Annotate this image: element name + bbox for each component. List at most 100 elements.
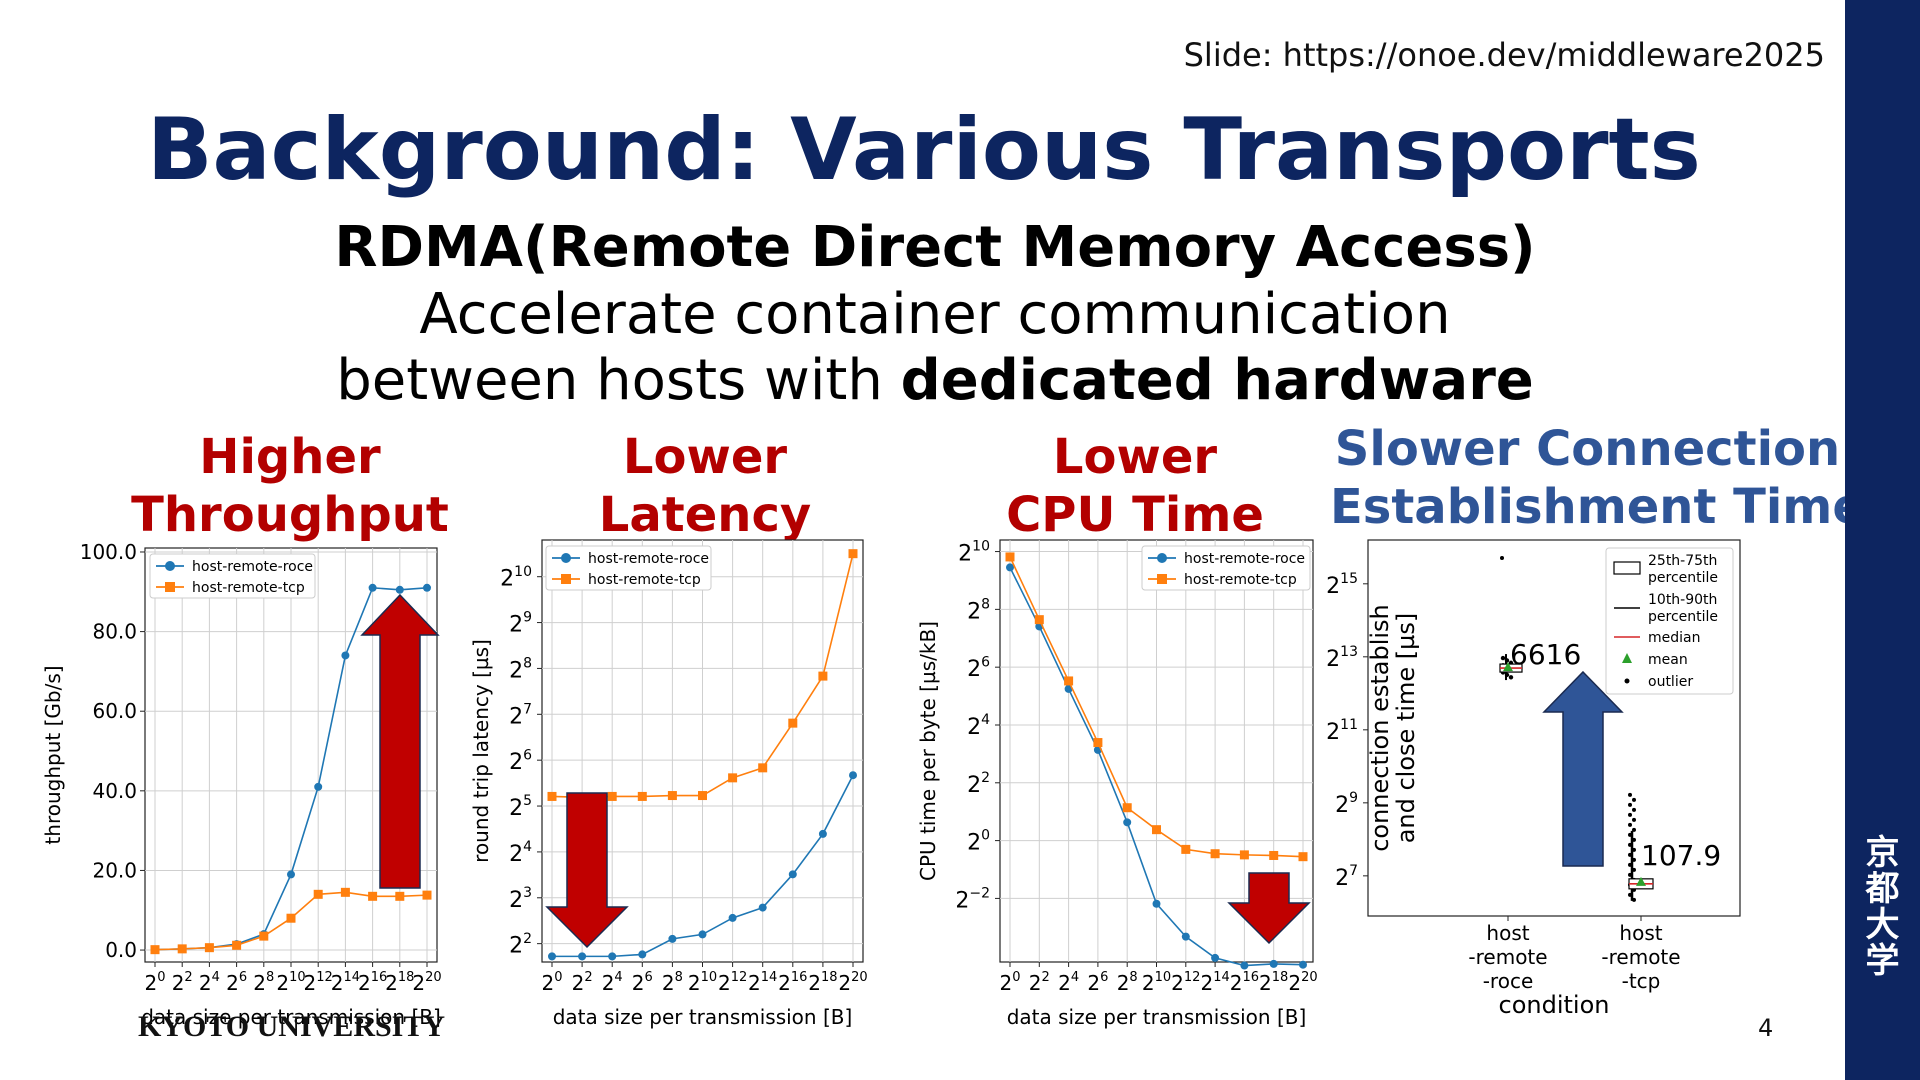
- up-arrow: [1542, 670, 1624, 867]
- y-tick-label: 20: [967, 828, 990, 856]
- x-tick-label: 218: [1259, 970, 1288, 995]
- x-tick-label: 214: [748, 970, 777, 995]
- university-kanji: 京都大学: [1845, 835, 1920, 979]
- outlier-point: [1628, 892, 1632, 897]
- data-point-tcp: [848, 549, 858, 559]
- x-tick-label: 22: [572, 970, 593, 995]
- outlier-point: [1504, 658, 1510, 663]
- x-tick-label: 210: [1142, 970, 1171, 995]
- caption-latency: Lower Latency: [545, 428, 865, 544]
- data-point-tcp: [1093, 738, 1103, 748]
- outlier-point: [1500, 655, 1506, 661]
- y-tick-label: 2−2: [955, 886, 990, 914]
- x-tick-label: 24: [199, 970, 220, 995]
- x-tick-label: 216: [1230, 970, 1259, 995]
- data-point-tcp: [1064, 676, 1074, 686]
- data-point-roce: [698, 930, 707, 939]
- caption-cpu-line1: Lower: [1052, 429, 1218, 485]
- outlier-point: [1628, 842, 1632, 847]
- legend-marker-roce: [1157, 553, 1167, 563]
- data-point-tcp: [1269, 850, 1279, 860]
- data-point-tcp: [1210, 849, 1220, 859]
- legend-marker-tcp: [165, 582, 175, 592]
- university-kanji-char: 学: [1865, 941, 1900, 981]
- data-point-roce: [758, 903, 767, 912]
- x-tick-label: 216: [778, 970, 807, 995]
- legend-label: outlier: [1648, 674, 1693, 690]
- data-point-tcp: [788, 718, 798, 728]
- x-tick-label: 214: [331, 970, 360, 995]
- chart-legend-box: [149, 553, 316, 599]
- data-point-tcp: [607, 791, 617, 801]
- outlier-point: [1632, 827, 1636, 832]
- caption-conn-line1: Slower Connection: [1334, 421, 1841, 477]
- outlier-point: [1504, 672, 1510, 678]
- x-tick-label: 20: [144, 970, 165, 995]
- x-tick-label: 24: [602, 970, 623, 995]
- y-tick-label: 28: [509, 656, 532, 684]
- y-tick-label: 100.0: [80, 540, 137, 564]
- y-axis-label: connection establish: [1366, 604, 1394, 852]
- y-tick-label: 28: [967, 596, 990, 624]
- outlier-point: [1632, 807, 1636, 812]
- x-tick-label: 28: [253, 970, 274, 995]
- y-tick-label: 20.0: [92, 858, 137, 882]
- cpu-time-chart: 20 22 24 26 28 210 212 214 216 218 2202−2202224262…: [916, 539, 1318, 1029]
- outlier-point: [1632, 837, 1636, 842]
- data-point-roce: [1211, 953, 1220, 962]
- data-point-tcp: [818, 671, 828, 681]
- x-tick-label: 212: [718, 970, 747, 995]
- y-axis-label: round trip latency [µs]: [469, 639, 493, 863]
- outlier-point: [1628, 832, 1632, 837]
- outlier-point: [1632, 847, 1636, 852]
- data-point-roce: [638, 950, 647, 959]
- data-point-roce: [423, 583, 431, 592]
- y-tick-label: 23: [509, 885, 532, 913]
- x-tick-label: 216: [358, 970, 387, 995]
- legend-marker-tcp: [561, 574, 571, 584]
- caption-conn: Slower Connection Establishment Time: [1330, 420, 1865, 536]
- data-point-roce: [395, 585, 404, 594]
- x-tick-label: 218: [385, 970, 414, 995]
- y-tick-label: 60.0: [92, 699, 137, 723]
- y-tick-label: 22: [967, 770, 990, 798]
- x-tick-label: 212: [304, 970, 333, 995]
- x-tick-label: 24: [1058, 970, 1079, 995]
- data-point-tcp: [259, 931, 269, 941]
- y-axis-label: CPU time per byte [µs/kB]: [916, 621, 940, 881]
- legend-label: percentile: [1648, 570, 1718, 586]
- y-axis-label: and close time [µs]: [1392, 613, 1420, 844]
- data-point-roce: [368, 583, 377, 592]
- data-point-roce: [668, 934, 677, 943]
- legend-mean-marker: [1622, 653, 1632, 663]
- legend-marker-roce: [165, 561, 175, 571]
- data-point-roce: [1240, 961, 1249, 970]
- outlier-point: [1628, 872, 1632, 877]
- data-point-roce: [1269, 959, 1278, 968]
- y-tick-label: 80.0: [92, 620, 137, 644]
- legend-label: host-remote-tcp: [588, 572, 701, 588]
- outlier-point: [1500, 556, 1504, 560]
- legend-label: 25th-75th: [1648, 553, 1717, 569]
- legend-label: host-remote-tcp: [1184, 572, 1297, 588]
- outlier-point: [1508, 675, 1514, 680]
- x-tick-label: 220: [412, 970, 441, 995]
- x-axis-label: condition: [1499, 991, 1610, 1019]
- y-tick-label: 29: [509, 610, 532, 638]
- university-kanji-char: 都: [1865, 869, 1900, 909]
- legend-label: host-remote-tcp: [192, 580, 305, 596]
- data-point-tcp: [422, 890, 432, 900]
- data-point-roce: [341, 651, 350, 660]
- subtitle-line3: between hosts with dedicated hardware: [0, 348, 1870, 413]
- down-arrow: [1227, 872, 1311, 945]
- y-tick-label: 24: [509, 839, 532, 867]
- sidebar-band: 京都大学: [1845, 0, 1920, 1080]
- y-tick-label: 211: [1326, 717, 1358, 745]
- outlier-point: [1628, 812, 1632, 817]
- x-tick-label: 220: [1288, 970, 1317, 995]
- outlier-point: [1632, 797, 1636, 802]
- median-label-tcp: 107.9: [1641, 839, 1721, 872]
- outlier-point: [1632, 867, 1636, 872]
- data-point-tcp: [1122, 803, 1132, 813]
- subtitle-line3-prefix: between hosts with: [336, 348, 901, 413]
